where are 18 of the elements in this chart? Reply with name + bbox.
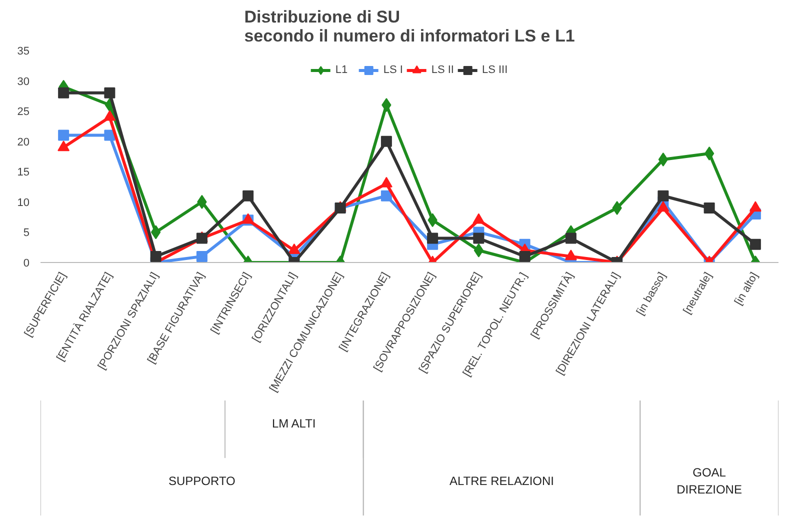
y-tick-label: 10 bbox=[17, 196, 30, 209]
chart-title: Distribuzione di SU secondo il numero di informatori LS e L1 bbox=[244, 8, 575, 46]
y-tick-label: 30 bbox=[17, 76, 30, 88]
y-tick-label: 25 bbox=[17, 106, 30, 118]
legend-label: LS III bbox=[482, 64, 508, 76]
y-tick-label: 35 bbox=[17, 46, 30, 58]
text: GOAL DIREZIONE bbox=[676, 466, 742, 496]
text: ALTRE RELAZIONI bbox=[450, 474, 554, 488]
text: SUPPORTO bbox=[168, 474, 236, 488]
legend-label: LS I bbox=[383, 64, 404, 76]
y-tick-label: 15 bbox=[17, 166, 30, 179]
text: LM ALTI bbox=[272, 416, 316, 430]
y-tick-label: 20 bbox=[17, 136, 30, 148]
legend-label: LS II bbox=[431, 64, 454, 76]
y-tick-label: 5 bbox=[23, 227, 30, 240]
x-tick-label: [in alto] bbox=[732, 270, 761, 308]
legend-label: L1 bbox=[335, 64, 349, 76]
y-tick-label: 0 bbox=[23, 258, 30, 270]
